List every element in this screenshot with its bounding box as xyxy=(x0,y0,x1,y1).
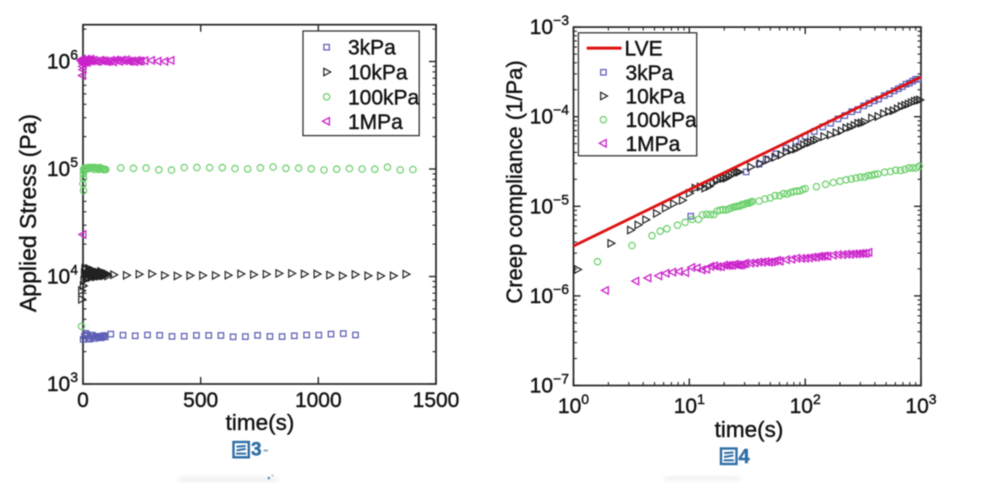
svg-text:Applied Stress (Pa): Applied Stress (Pa) xyxy=(15,114,41,312)
svg-text:1MPa: 1MPa xyxy=(626,133,681,156)
svg-text:Creep compliance (1/Pa): Creep compliance (1/Pa) xyxy=(502,60,527,303)
svg-text:3kPa: 3kPa xyxy=(348,37,396,60)
svg-text:102: 102 xyxy=(790,391,821,418)
svg-text:104: 104 xyxy=(47,262,78,289)
svg-text:10−5: 10−5 xyxy=(530,191,570,218)
svg-text:103: 103 xyxy=(47,369,78,396)
svg-text:10−7: 10−7 xyxy=(530,371,570,398)
svg-text:10−4: 10−4 xyxy=(530,102,570,129)
svg-text:1500: 1500 xyxy=(413,389,460,412)
svg-text:10−6: 10−6 xyxy=(530,281,570,308)
svg-text:103: 103 xyxy=(905,391,936,418)
svg-text:3: 3 xyxy=(251,440,262,461)
svg-text:LVE: LVE xyxy=(625,38,663,61)
svg-text:105: 105 xyxy=(47,154,78,181)
svg-text:1MPa: 1MPa xyxy=(348,111,403,134)
svg-text:100kPa: 100kPa xyxy=(626,109,698,132)
svg-text:time(s): time(s) xyxy=(226,410,295,435)
svg-text:10kPa: 10kPa xyxy=(626,86,686,109)
svg-text:4: 4 xyxy=(739,446,751,468)
svg-text:0: 0 xyxy=(77,389,89,412)
svg-text:3kPa: 3kPa xyxy=(626,62,674,85)
svg-text:time(s): time(s) xyxy=(715,417,784,442)
svg-text:100kPa: 100kPa xyxy=(348,86,420,109)
svg-text:101: 101 xyxy=(674,391,705,418)
svg-text:100: 100 xyxy=(558,391,589,418)
svg-text:10kPa: 10kPa xyxy=(348,62,408,85)
svg-text:106: 106 xyxy=(47,47,78,74)
svg-text:10−3: 10−3 xyxy=(530,12,570,39)
svg-text:500: 500 xyxy=(183,389,218,412)
svg-text:1000: 1000 xyxy=(295,389,342,412)
